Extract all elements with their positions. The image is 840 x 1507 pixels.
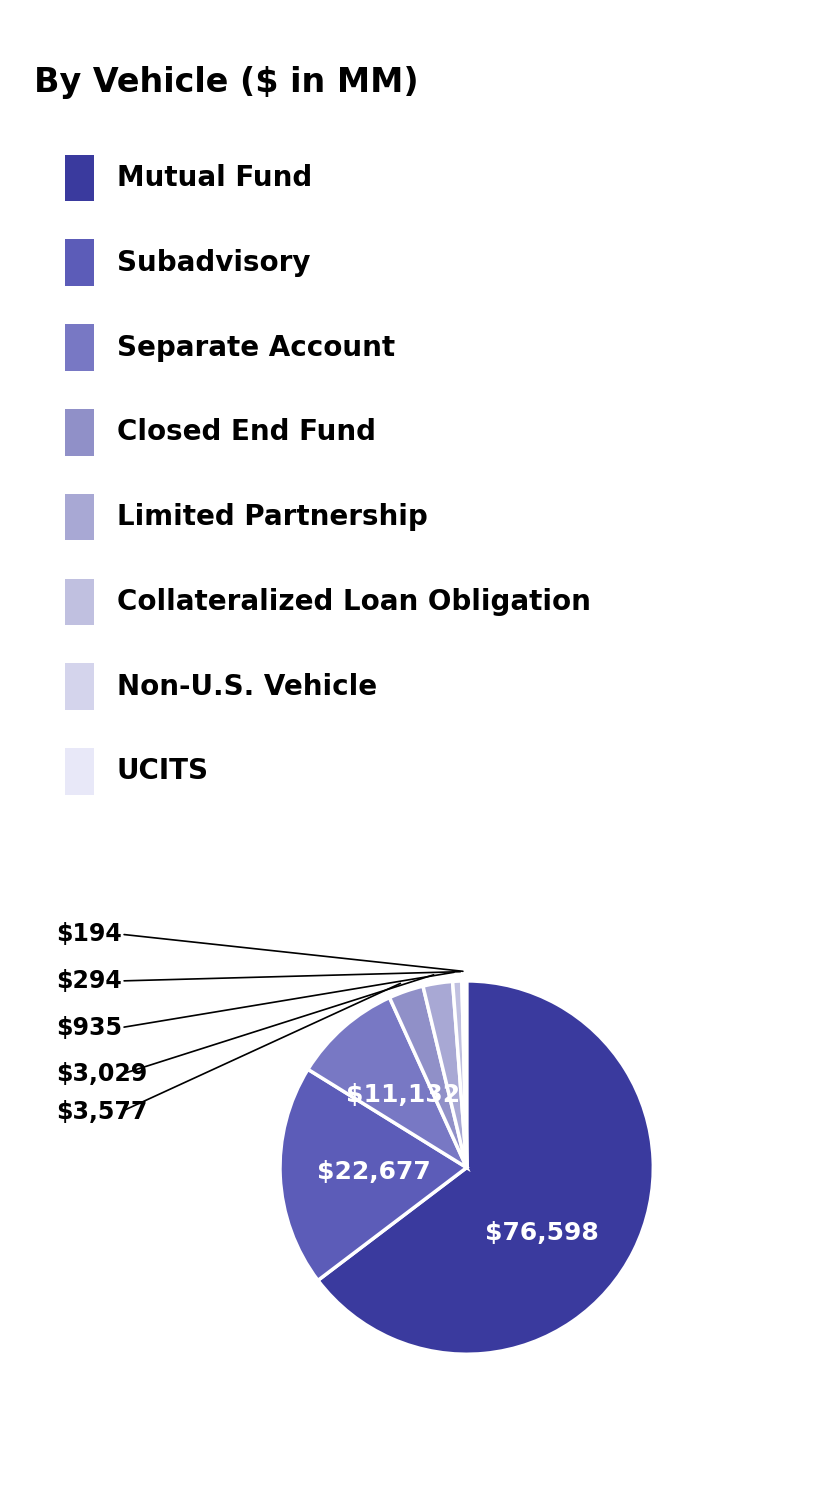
Text: $194: $194 (56, 922, 122, 946)
Wedge shape (462, 981, 467, 1168)
Bar (65, 155, 94, 202)
Wedge shape (423, 981, 467, 1168)
Bar (65, 240, 94, 286)
Text: Subadvisory: Subadvisory (117, 249, 311, 277)
Text: Closed End Fund: Closed End Fund (117, 419, 376, 446)
Text: Separate Account: Separate Account (117, 333, 395, 362)
Text: Mutual Fund: Mutual Fund (117, 164, 312, 191)
Text: By Vehicle ($ in MM): By Vehicle ($ in MM) (34, 66, 418, 99)
Wedge shape (453, 981, 467, 1168)
Wedge shape (465, 981, 467, 1168)
Wedge shape (390, 986, 467, 1168)
Wedge shape (280, 1070, 467, 1281)
Bar (65, 747, 94, 794)
Bar (65, 663, 94, 710)
Bar (65, 494, 94, 541)
Text: Collateralized Loan Obligation: Collateralized Loan Obligation (117, 588, 591, 616)
Text: $3,029: $3,029 (56, 1062, 147, 1087)
Wedge shape (318, 981, 654, 1355)
Text: $3,577: $3,577 (56, 1100, 147, 1124)
Bar (65, 579, 94, 625)
Text: $11,132: $11,132 (345, 1082, 459, 1106)
Text: Limited Partnership: Limited Partnership (117, 503, 428, 530)
Text: UCITS: UCITS (117, 758, 209, 785)
Bar (65, 408, 94, 455)
Text: $935: $935 (56, 1016, 122, 1040)
Text: $76,598: $76,598 (485, 1221, 599, 1245)
Text: Non-U.S. Vehicle: Non-U.S. Vehicle (117, 672, 377, 701)
Wedge shape (308, 998, 467, 1168)
Text: $294: $294 (56, 969, 122, 993)
Text: $22,677: $22,677 (317, 1160, 430, 1185)
Bar (65, 324, 94, 371)
